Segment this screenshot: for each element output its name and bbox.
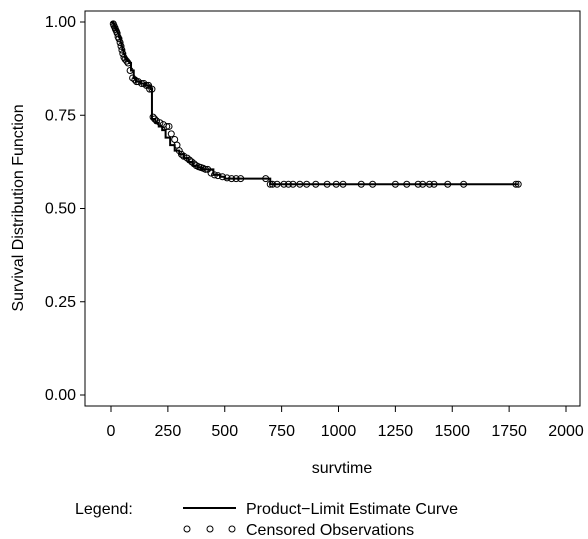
censored-point <box>332 180 340 188</box>
censored-point <box>419 180 427 188</box>
censored-point <box>207 169 215 177</box>
censored-point <box>237 175 245 183</box>
x-tick-label: 2000 <box>548 423 584 440</box>
censored-point <box>444 180 452 188</box>
censored-point <box>323 180 331 188</box>
censored-point <box>151 115 159 123</box>
plot-frame <box>84 10 581 407</box>
censored-point <box>296 180 304 188</box>
x-axis-title: survtime <box>312 460 373 477</box>
censored-point <box>262 175 270 183</box>
censored-point <box>312 180 320 188</box>
legend-censor-marker-2 <box>206 525 214 533</box>
censored-point <box>183 154 191 162</box>
censored-point <box>211 171 219 179</box>
y-tick-label: 0.75 <box>45 107 76 124</box>
x-tick-label: 250 <box>155 423 182 440</box>
legend-entry-curve: Product−Limit Estimate Curve <box>246 501 458 518</box>
censored-point <box>124 59 132 67</box>
censored-point <box>391 180 399 188</box>
x-tick-label: 750 <box>268 423 295 440</box>
censored-point <box>146 85 154 93</box>
x-tick-label: 1750 <box>491 423 527 440</box>
legend-title: Legend: <box>75 501 133 518</box>
series-layer <box>111 21 519 186</box>
censored-point <box>512 180 520 188</box>
censored-point <box>339 180 347 188</box>
censored-point <box>148 85 156 93</box>
censored-point <box>232 175 240 183</box>
censored-point <box>165 122 173 130</box>
censored-point <box>138 80 146 88</box>
censored-point <box>180 152 188 160</box>
censored-point <box>223 174 231 182</box>
legend-entry-censored: Censored Observations <box>246 522 414 539</box>
censored-point <box>266 180 274 188</box>
censored-point <box>403 180 411 188</box>
censored-point <box>289 180 297 188</box>
censored-point <box>163 122 171 130</box>
legend: Legend: Product−Limit Estimate Curve Cen… <box>75 501 458 539</box>
y-tick-label: 1.00 <box>45 14 76 31</box>
censored-point <box>185 156 193 164</box>
censored-point <box>167 130 175 138</box>
legend-censor-marker-3 <box>228 525 236 533</box>
censored-point <box>273 180 281 188</box>
censored-point <box>269 180 277 188</box>
x-tick-label: 500 <box>211 423 238 440</box>
censored-point <box>178 150 186 158</box>
y-tick-label: 0.50 <box>45 201 76 218</box>
y-axis-title: Survival Distribution Function <box>10 104 27 311</box>
x-tick-label: 0 <box>107 423 116 440</box>
censored-point <box>118 46 126 54</box>
y-tick-label: 0.25 <box>45 294 76 311</box>
x-tick-label: 1500 <box>434 423 470 440</box>
censored-point <box>116 39 124 47</box>
censored-point <box>280 180 288 188</box>
censored-markers <box>109 20 522 188</box>
censored-point <box>140 80 148 88</box>
censored-point <box>357 180 365 188</box>
legend-censor-marker-1 <box>183 525 191 533</box>
x-tick-label: 1250 <box>378 423 414 440</box>
censored-point <box>153 117 160 125</box>
censored-point <box>214 172 222 180</box>
censored-point <box>115 35 123 43</box>
censored-point <box>123 57 131 65</box>
censored-point <box>228 175 236 183</box>
censored-point <box>188 158 196 166</box>
y-axis-ticks: 0.00 0.25 0.50 0.75 1.00 <box>45 14 85 404</box>
censored-point <box>514 180 522 188</box>
censored-point <box>369 180 377 188</box>
censored-point <box>426 180 433 188</box>
censored-point <box>284 180 292 188</box>
censored-point <box>131 76 139 84</box>
censored-point <box>156 119 164 127</box>
y-tick-label: 0.00 <box>45 387 76 404</box>
censored-point <box>303 180 311 188</box>
censored-point <box>175 147 183 155</box>
km-step-curve <box>111 21 519 186</box>
censored-point <box>117 42 125 50</box>
censored-point <box>218 173 226 181</box>
censored-point <box>414 180 422 188</box>
censored-point <box>430 180 438 188</box>
censored-point <box>126 66 134 74</box>
x-axis-ticks: 0 250 500 750 1000 1250 1500 1750 2000 <box>107 406 584 440</box>
censored-point <box>129 74 137 82</box>
censored-point <box>460 180 468 188</box>
censored-point <box>201 165 209 173</box>
x-tick-label: 1000 <box>321 423 357 440</box>
